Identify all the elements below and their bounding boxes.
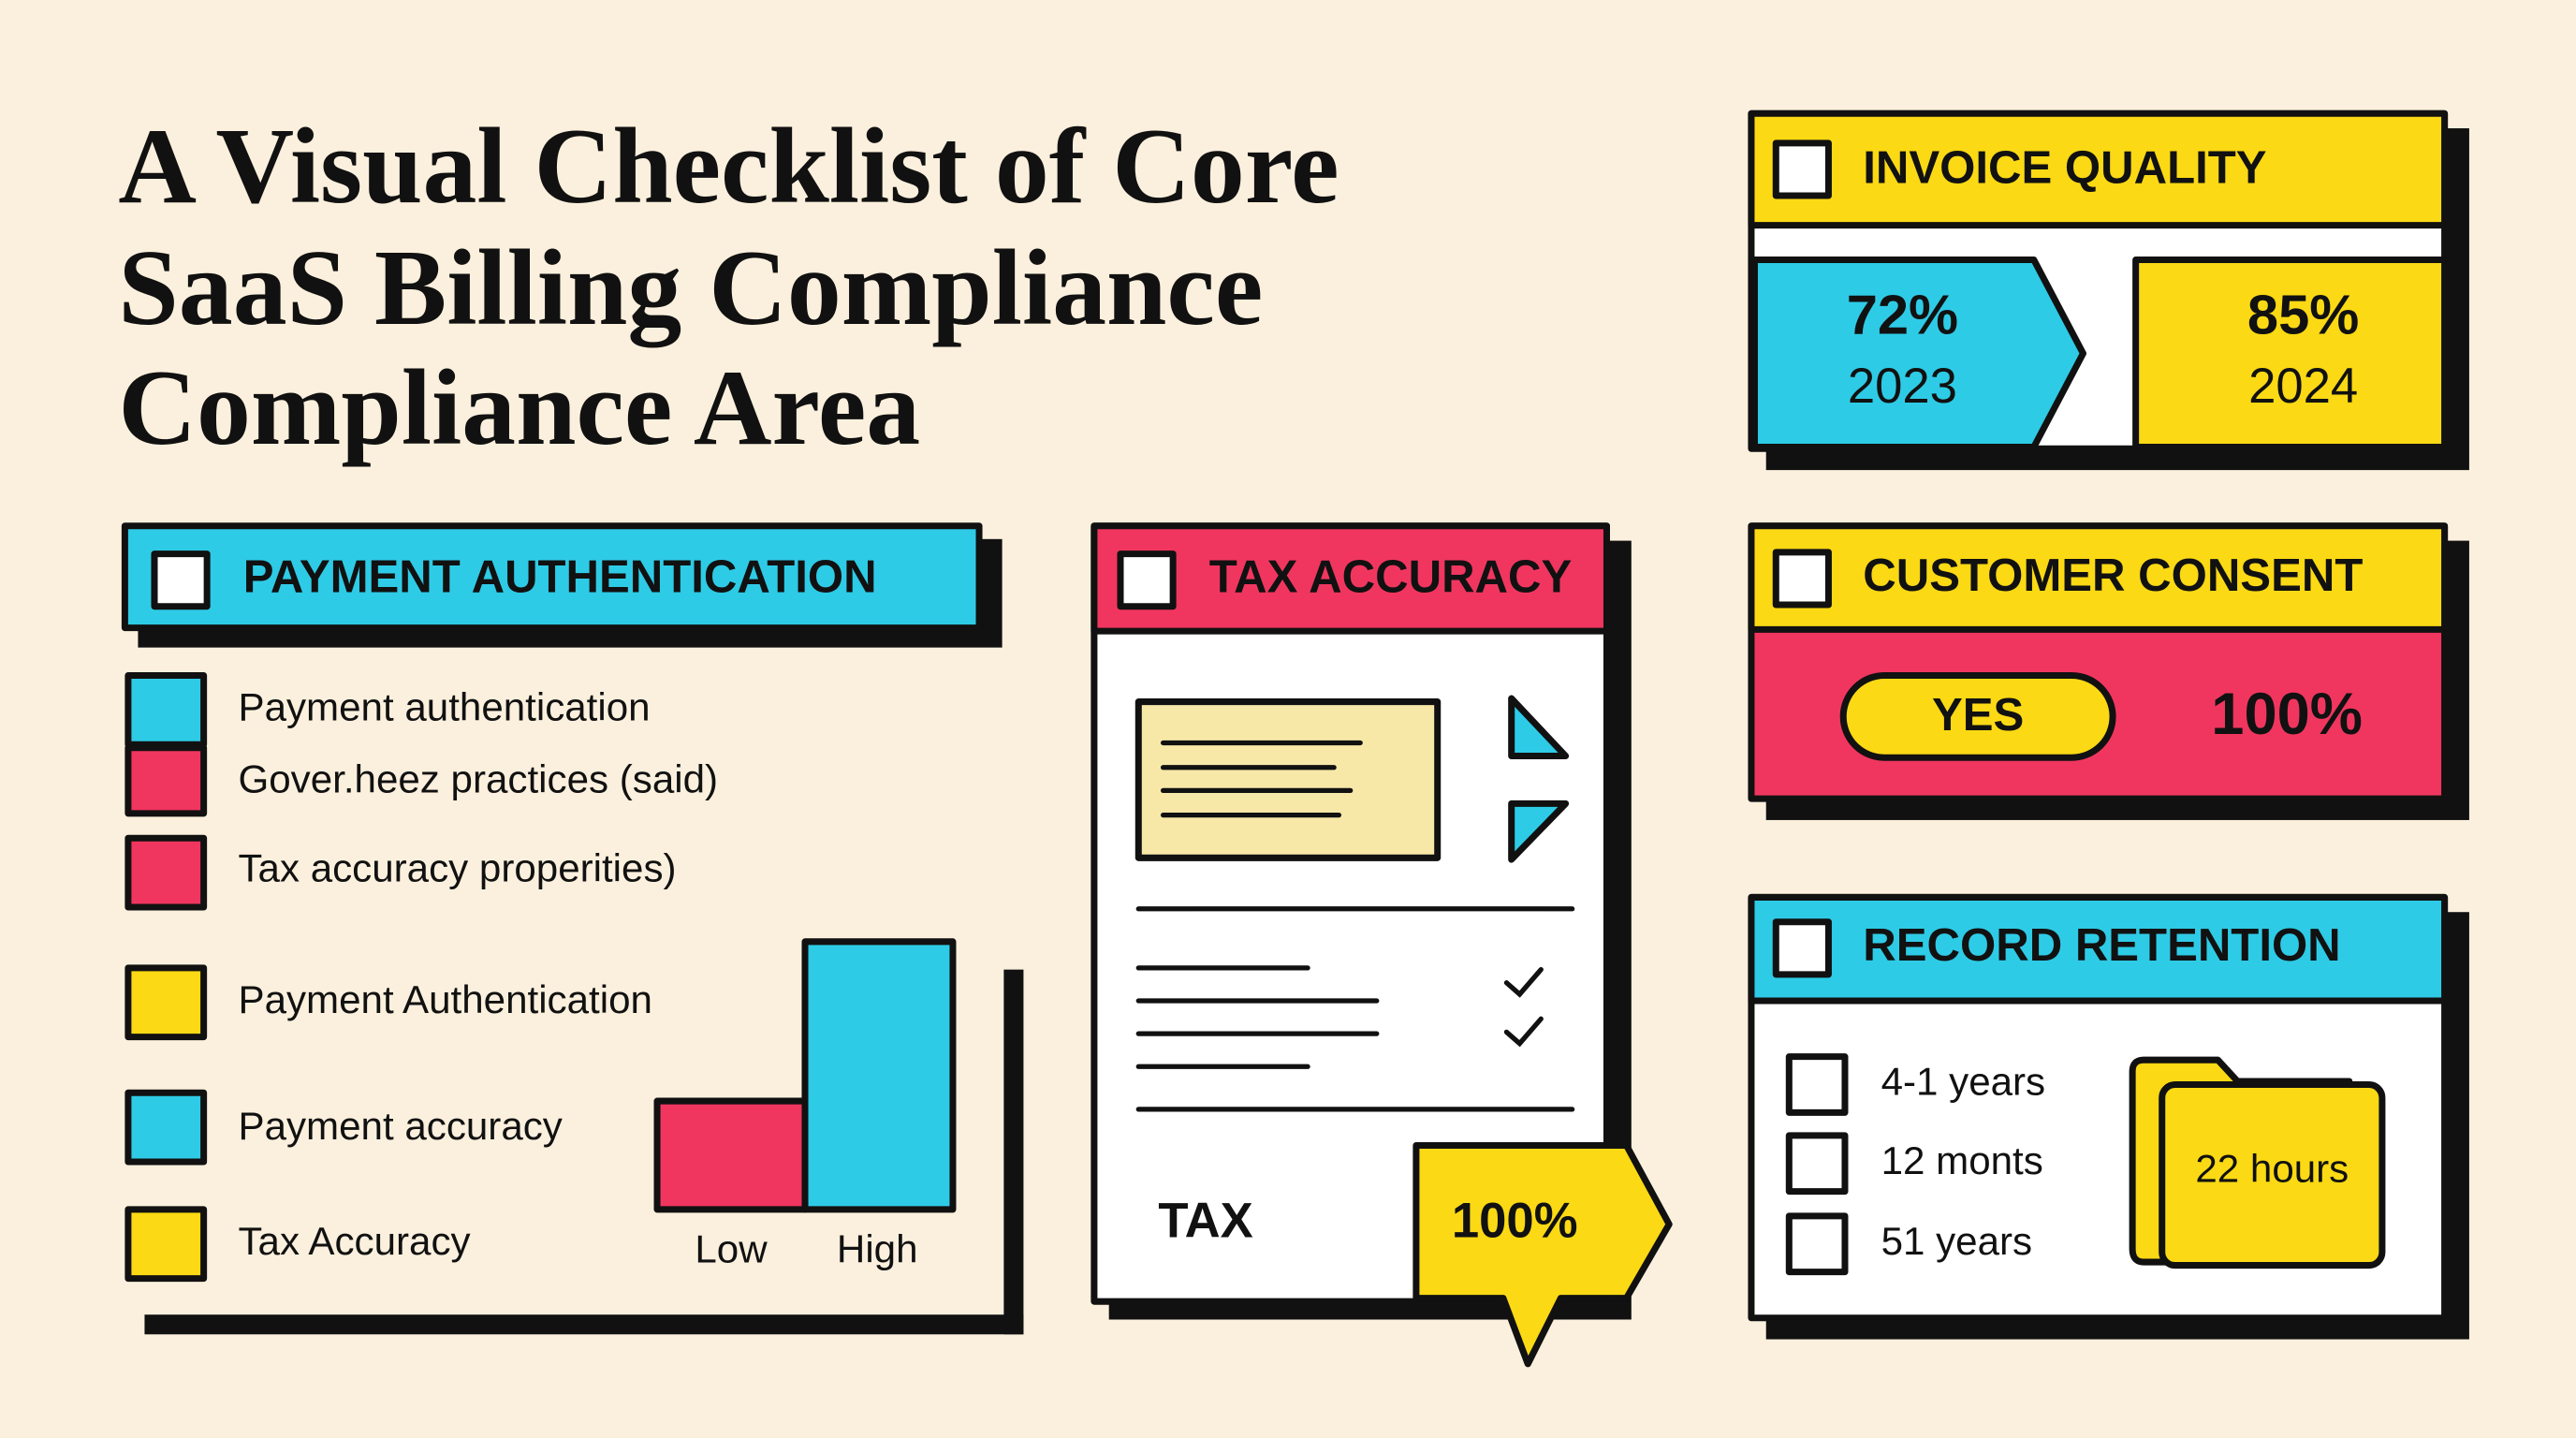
pill: [1839, 671, 2116, 761]
stat-box: [2132, 256, 2449, 451]
option-label: 51 years: [1881, 1219, 2033, 1263]
frame: [144, 1314, 1024, 1335]
bar: [801, 938, 957, 1213]
triangle: [1508, 800, 1570, 863]
customer-consent: CUSTOMER CONSENT YES 100%: [1748, 522, 2469, 820]
stat-year: 2024: [2248, 359, 2358, 414]
consent-answer: YES: [1932, 690, 2024, 741]
note: [1134, 698, 1442, 861]
tax-accuracy: TAX ACCURACY TAX 100%: [1090, 522, 1673, 1368]
legend-label: Payment authentication: [238, 684, 650, 728]
bar: [653, 1097, 809, 1213]
panel-title: RECORD RETENTION: [1863, 920, 2340, 971]
legend-label: Tax Accuracy: [238, 1219, 470, 1263]
header-bar: [1748, 893, 2449, 1005]
payment-authentication: PAYMENT AUTHENTICATION Payment authentic…: [121, 522, 1024, 1335]
header-bar: [121, 522, 983, 632]
panel-title: TAX ACCURACY: [1209, 552, 1573, 603]
title-line: A Visual Checklist of Core: [118, 107, 1339, 227]
record-retention: RECORD RETENTION 4-1 years 12 monts 51 y…: [1748, 893, 2469, 1340]
checkbox: [1772, 918, 1832, 978]
note-lines: [1135, 740, 1575, 1112]
stat-arrow: [1750, 256, 2086, 451]
legend-label: Payment Authentication: [238, 977, 651, 1021]
triangle: [1508, 695, 1570, 759]
legend-label: Payment accuracy: [238, 1104, 562, 1148]
badge: [1412, 1141, 1673, 1368]
stat-year: 2023: [1848, 359, 1957, 414]
header-bar: [1748, 522, 2449, 633]
checkbox: [151, 550, 211, 610]
stat-value: 85%: [2247, 283, 2359, 345]
legend-swatch: [124, 671, 208, 748]
legend-swatch: [124, 964, 208, 1041]
option-label: 12 monts: [1881, 1138, 2043, 1182]
title-line: Compliance Area: [118, 348, 920, 468]
folder-label: 22 hours: [2195, 1147, 2349, 1191]
option-label: 4-1 years: [1881, 1060, 2046, 1104]
legend-label: Gover.heez practices (said): [238, 757, 718, 801]
legend-swatch: [124, 744, 208, 817]
frame: [1003, 969, 1024, 1335]
panel-title: INVOICE QUALITY: [1863, 143, 2266, 194]
checkbox: [1117, 550, 1177, 610]
invoice-quality: INVOICE QUALITY 72% 2023 85% 2024: [1748, 110, 2469, 471]
legend-label: Tax accuracy properities): [238, 845, 676, 889]
bar-label: Low: [695, 1227, 768, 1271]
panel-title: PAYMENT AUTHENTICATION: [243, 552, 877, 603]
checkbox: [1785, 1132, 1849, 1196]
title-line: SaaS Billing Compliance: [118, 228, 1263, 348]
badge-value: 100%: [1452, 1194, 1578, 1249]
legend-swatch: [124, 1206, 208, 1283]
panel-title: CUSTOMER CONSENT: [1863, 550, 2363, 601]
checkbox: [1785, 1053, 1849, 1116]
header-bar: [1748, 110, 2449, 229]
legend-swatch: [124, 1089, 208, 1166]
checkbox: [1772, 549, 1832, 609]
folder-front: [2159, 1081, 2386, 1269]
tax-label: TAX: [1158, 1194, 1252, 1249]
checkbox: [1772, 139, 1832, 199]
stat-value: 72%: [1847, 283, 1958, 345]
legend-swatch: [124, 834, 208, 911]
bar-label: High: [837, 1227, 918, 1271]
header-bar: [1090, 522, 1610, 635]
consent-value: 100%: [2211, 682, 2363, 747]
checkbox: [1785, 1212, 1849, 1276]
